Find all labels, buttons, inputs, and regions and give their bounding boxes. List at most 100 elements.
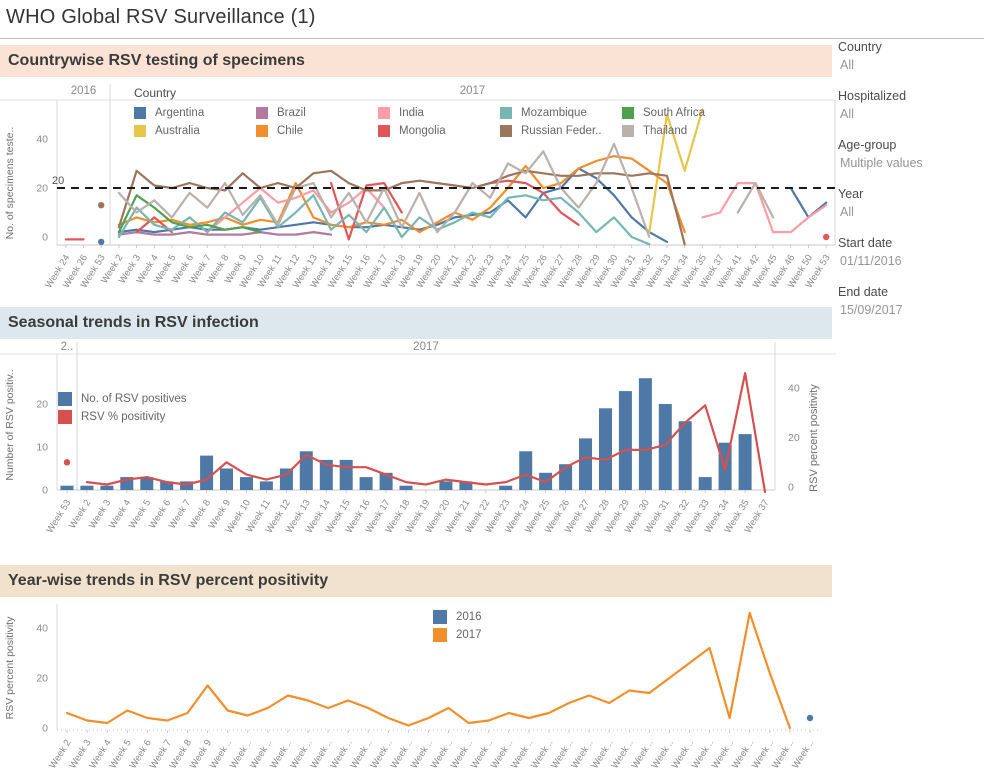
bar-week-23[interactable] bbox=[499, 485, 513, 490]
legend-label: 2016 bbox=[456, 611, 482, 623]
bar-week-27[interactable] bbox=[579, 438, 592, 490]
bar-week-21[interactable] bbox=[459, 481, 473, 490]
bar-week-31[interactable] bbox=[658, 404, 672, 490]
legend-item-thailand[interactable]: Thailand bbox=[622, 122, 744, 140]
bar-week-29[interactable] bbox=[618, 391, 632, 490]
legend-label: Brazil bbox=[277, 107, 306, 119]
y-tick-label: 20 bbox=[36, 183, 48, 195]
legend-label: Mongolia bbox=[399, 125, 446, 137]
seasonal-trends-chart[interactable]: 2.. 2017 0 10 20 0 20 40 Number of RSV positiv..… bbox=[0, 340, 836, 562]
y-axis-title: RSV percent positivity bbox=[4, 616, 16, 719]
filter-value-start-date[interactable]: 01/11/2016 bbox=[840, 254, 902, 268]
y-tick-label: 20 bbox=[36, 673, 48, 685]
series-point-rsv-positivity[interactable] bbox=[63, 459, 71, 466]
series-line-thailand[interactable] bbox=[736, 181, 775, 219]
bar-week-2[interactable] bbox=[80, 485, 94, 490]
legend-item-mongolia[interactable]: Mongolia bbox=[378, 122, 500, 140]
country-legend: Country Argentina Australia Brazil Chile Ind… bbox=[134, 86, 744, 140]
bar-week-14[interactable] bbox=[319, 459, 333, 490]
bar-week-53[interactable] bbox=[60, 485, 74, 490]
legend-item-russian-feder[interactable]: Russian Feder.. bbox=[500, 122, 622, 140]
series-line-india[interactable] bbox=[206, 186, 386, 234]
series-point-argentina[interactable] bbox=[98, 238, 105, 246]
bar-week-7[interactable] bbox=[180, 481, 194, 490]
legend-item-no-of-rsv-positives[interactable]: No. of RSV positives bbox=[58, 388, 238, 410]
legend-swatch-no-of-rsv-positives bbox=[58, 392, 72, 406]
bar-week-3[interactable] bbox=[100, 485, 114, 490]
legend-label: Mozambique bbox=[521, 107, 587, 119]
filter-label-country: Country bbox=[838, 40, 882, 54]
legend-item-rsv-positivity[interactable]: RSV % positivity bbox=[58, 406, 238, 428]
seasonal-legend: No. of RSV positives RSV % positivity bbox=[58, 388, 238, 424]
legend-swatch-russian-feder bbox=[500, 125, 512, 137]
series-point-2016[interactable] bbox=[806, 714, 814, 722]
legend-swatch-thailand bbox=[622, 125, 634, 137]
bar-week-35[interactable] bbox=[738, 434, 752, 490]
y-right-axis-title: RSV percent positivity bbox=[808, 384, 820, 492]
x-axis-ticks bbox=[65, 245, 827, 248]
bar-week-16[interactable] bbox=[359, 477, 373, 490]
series-line-argentina[interactable] bbox=[789, 186, 828, 219]
bar-week-28[interactable] bbox=[599, 408, 612, 490]
series-line-brazil[interactable] bbox=[117, 231, 333, 236]
bar-week-12[interactable] bbox=[279, 468, 293, 491]
series-line-rsv-positivity[interactable] bbox=[85, 371, 767, 493]
series-line-mozambique[interactable] bbox=[117, 194, 651, 246]
bar-week-13[interactable] bbox=[299, 451, 313, 490]
bar-week-6[interactable] bbox=[160, 481, 174, 490]
bar-week-30[interactable] bbox=[638, 378, 652, 490]
filter-value-end-date[interactable]: 15/09/2017 bbox=[840, 303, 903, 317]
bar-week-15[interactable] bbox=[339, 459, 353, 490]
bar-week-33[interactable] bbox=[698, 477, 712, 490]
legend-item-mozambique[interactable]: Mozambique bbox=[500, 104, 622, 122]
y-left-tick-label: 0 bbox=[42, 485, 48, 497]
bar-week-8[interactable] bbox=[200, 455, 214, 490]
legend-item-argentina[interactable]: Argentina bbox=[134, 104, 256, 122]
year-header-2016: 2.. bbox=[61, 341, 74, 353]
filter-value-age-group[interactable]: Multiple values bbox=[840, 156, 923, 170]
bar-week-5[interactable] bbox=[140, 477, 154, 490]
legend-item-australia[interactable]: Australia bbox=[134, 122, 256, 140]
legend-label: Argentina bbox=[155, 107, 205, 119]
x-tick-label: Week 53 bbox=[44, 498, 73, 535]
bar-week-20[interactable] bbox=[439, 481, 453, 490]
series-point-mongolia[interactable] bbox=[823, 233, 830, 241]
series-line-india[interactable] bbox=[701, 181, 828, 234]
legend-item-chile[interactable]: Chile bbox=[256, 122, 378, 140]
legend-item-brazil[interactable]: Brazil bbox=[256, 104, 378, 122]
bar-week-24[interactable] bbox=[519, 451, 533, 490]
series-line-australia[interactable] bbox=[648, 108, 704, 234]
y-axis-title: No. of specimens teste.. bbox=[4, 127, 16, 240]
y-right-tick-label: 0 bbox=[788, 482, 794, 494]
bar-week-10[interactable] bbox=[240, 477, 253, 490]
filter-country: Country All bbox=[838, 40, 984, 72]
legend-label: RSV % positivity bbox=[81, 411, 166, 423]
bar-week-32[interactable] bbox=[678, 421, 692, 490]
filter-value-country[interactable]: All bbox=[840, 58, 854, 72]
series-line-2017[interactable] bbox=[65, 611, 792, 730]
bar-week-18[interactable] bbox=[399, 485, 413, 490]
series-point-russian-feder[interactable] bbox=[98, 202, 105, 209]
bar-week-11[interactable] bbox=[259, 481, 273, 490]
filter-label-hospitalized: Hospitalized bbox=[838, 89, 907, 103]
legend-item-india[interactable]: India bbox=[378, 104, 500, 122]
legend-item-2016[interactable]: 2016 bbox=[433, 606, 503, 628]
section-header-countrywise: Countrywise RSV testing of specimens bbox=[0, 45, 832, 77]
filter-value-year[interactable]: All bbox=[840, 205, 854, 219]
legend-swatch-2017 bbox=[433, 628, 447, 642]
series-line-chile[interactable] bbox=[117, 154, 686, 234]
bar-week-9[interactable] bbox=[220, 468, 233, 491]
country-legend-title: Country bbox=[134, 86, 177, 100]
countrywise-rsv-testing-chart[interactable]: 2016 2017 0 20 40 No. of specimens teste.. 20 W… bbox=[0, 78, 836, 302]
filter-value-hospitalized[interactable]: All bbox=[840, 107, 854, 121]
series-line-south-africa[interactable] bbox=[117, 194, 262, 234]
section-header-seasonal-label: Seasonal trends in RSV infection bbox=[8, 314, 259, 331]
legend-item-south-africa[interactable]: South Africa bbox=[622, 104, 744, 122]
legend-label: Chile bbox=[277, 125, 304, 137]
rsv-percent-line-group bbox=[63, 371, 767, 493]
bar-week-17[interactable] bbox=[379, 472, 393, 490]
legend-item-2017[interactable]: 2017 bbox=[433, 624, 503, 646]
